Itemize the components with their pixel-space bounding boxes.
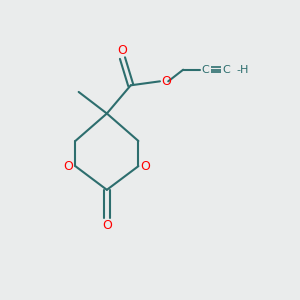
Text: O: O bbox=[141, 160, 151, 173]
Text: O: O bbox=[102, 219, 112, 232]
Text: C: C bbox=[202, 65, 210, 75]
Text: C: C bbox=[222, 65, 230, 75]
Text: O: O bbox=[63, 160, 73, 173]
Text: O: O bbox=[118, 44, 128, 57]
Text: O: O bbox=[161, 75, 171, 88]
Text: -H: -H bbox=[236, 65, 248, 75]
